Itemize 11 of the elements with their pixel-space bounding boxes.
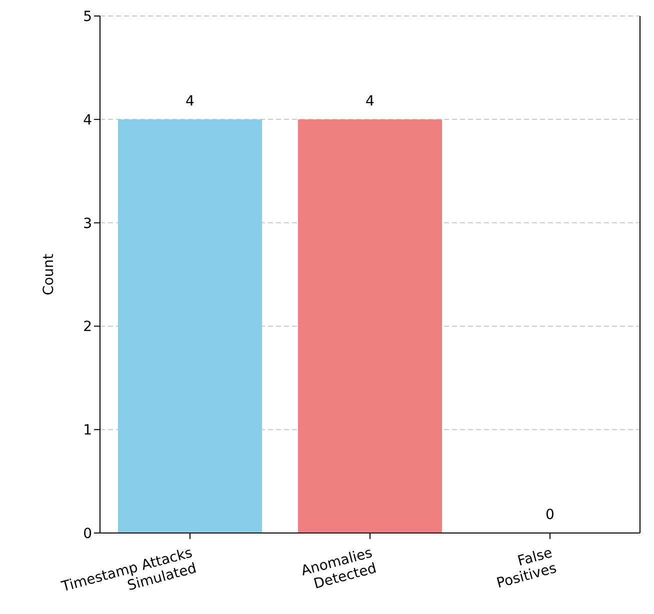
x-tick-label: False Positives: [494, 545, 558, 592]
data-label: 4: [366, 93, 375, 110]
y-tick-label: 0: [83, 526, 92, 542]
data-label: 4: [186, 93, 195, 110]
data-label: 0: [546, 507, 554, 523]
y-tick-label: 4: [83, 112, 92, 128]
y-tick-label: 5: [83, 8, 92, 25]
y-tick-label: 1: [83, 422, 92, 439]
y-axis-title: Count: [40, 253, 57, 296]
y-tick-label: 3: [83, 216, 92, 232]
y-tick-label: 2: [83, 319, 92, 336]
